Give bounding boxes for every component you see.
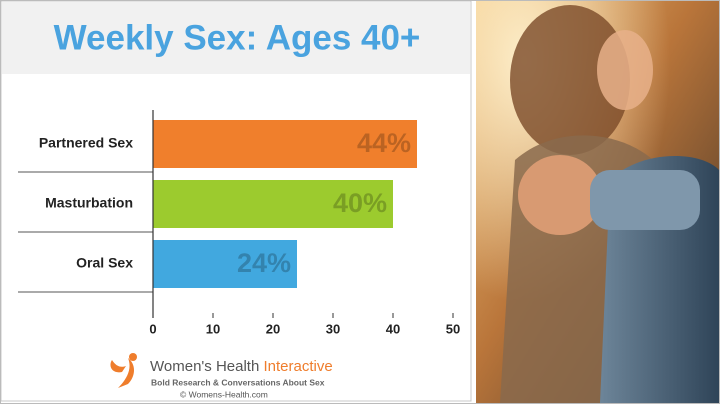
bar: [153, 120, 417, 168]
photo-hands: [518, 155, 602, 235]
x-tick-label: 0: [149, 321, 156, 336]
plot-area: Partnered Sex 44% Masturbation 40% Oral Sex 2…: [18, 110, 460, 336]
photo-hair: [510, 5, 630, 155]
value-label: 24%: [237, 248, 291, 278]
logo-icon-head: [129, 353, 137, 361]
category-label: Masturbation: [45, 195, 133, 211]
brand-accent: Interactive: [263, 358, 332, 375]
chart-title: Weekly Sex: Ages 40+: [54, 18, 421, 57]
photo-sleeve: [590, 170, 700, 230]
bar: [153, 180, 393, 228]
category-label: Partnered Sex: [39, 135, 133, 151]
x-tick-label: 30: [326, 321, 340, 336]
brand: Women's Health Interactive: [150, 358, 333, 375]
category-label: Oral Sex: [76, 255, 133, 271]
x-tick-label: 10: [206, 321, 220, 336]
value-label: 44%: [357, 128, 411, 158]
brand-name: Women's Health: [150, 358, 259, 375]
bar: [153, 240, 297, 288]
x-tick-label: 50: [446, 321, 460, 336]
site: © Womens-Health.com: [180, 389, 268, 399]
tagline: Bold Research & Conversations About Sex: [151, 377, 325, 387]
x-tick-label: 20: [266, 321, 280, 336]
x-tick-label: 40: [386, 321, 400, 336]
photo: [476, 1, 719, 403]
title-band: [2, 2, 470, 74]
photo-face: [597, 30, 653, 110]
value-label: 40%: [333, 188, 387, 218]
logo-icon: [110, 358, 134, 388]
